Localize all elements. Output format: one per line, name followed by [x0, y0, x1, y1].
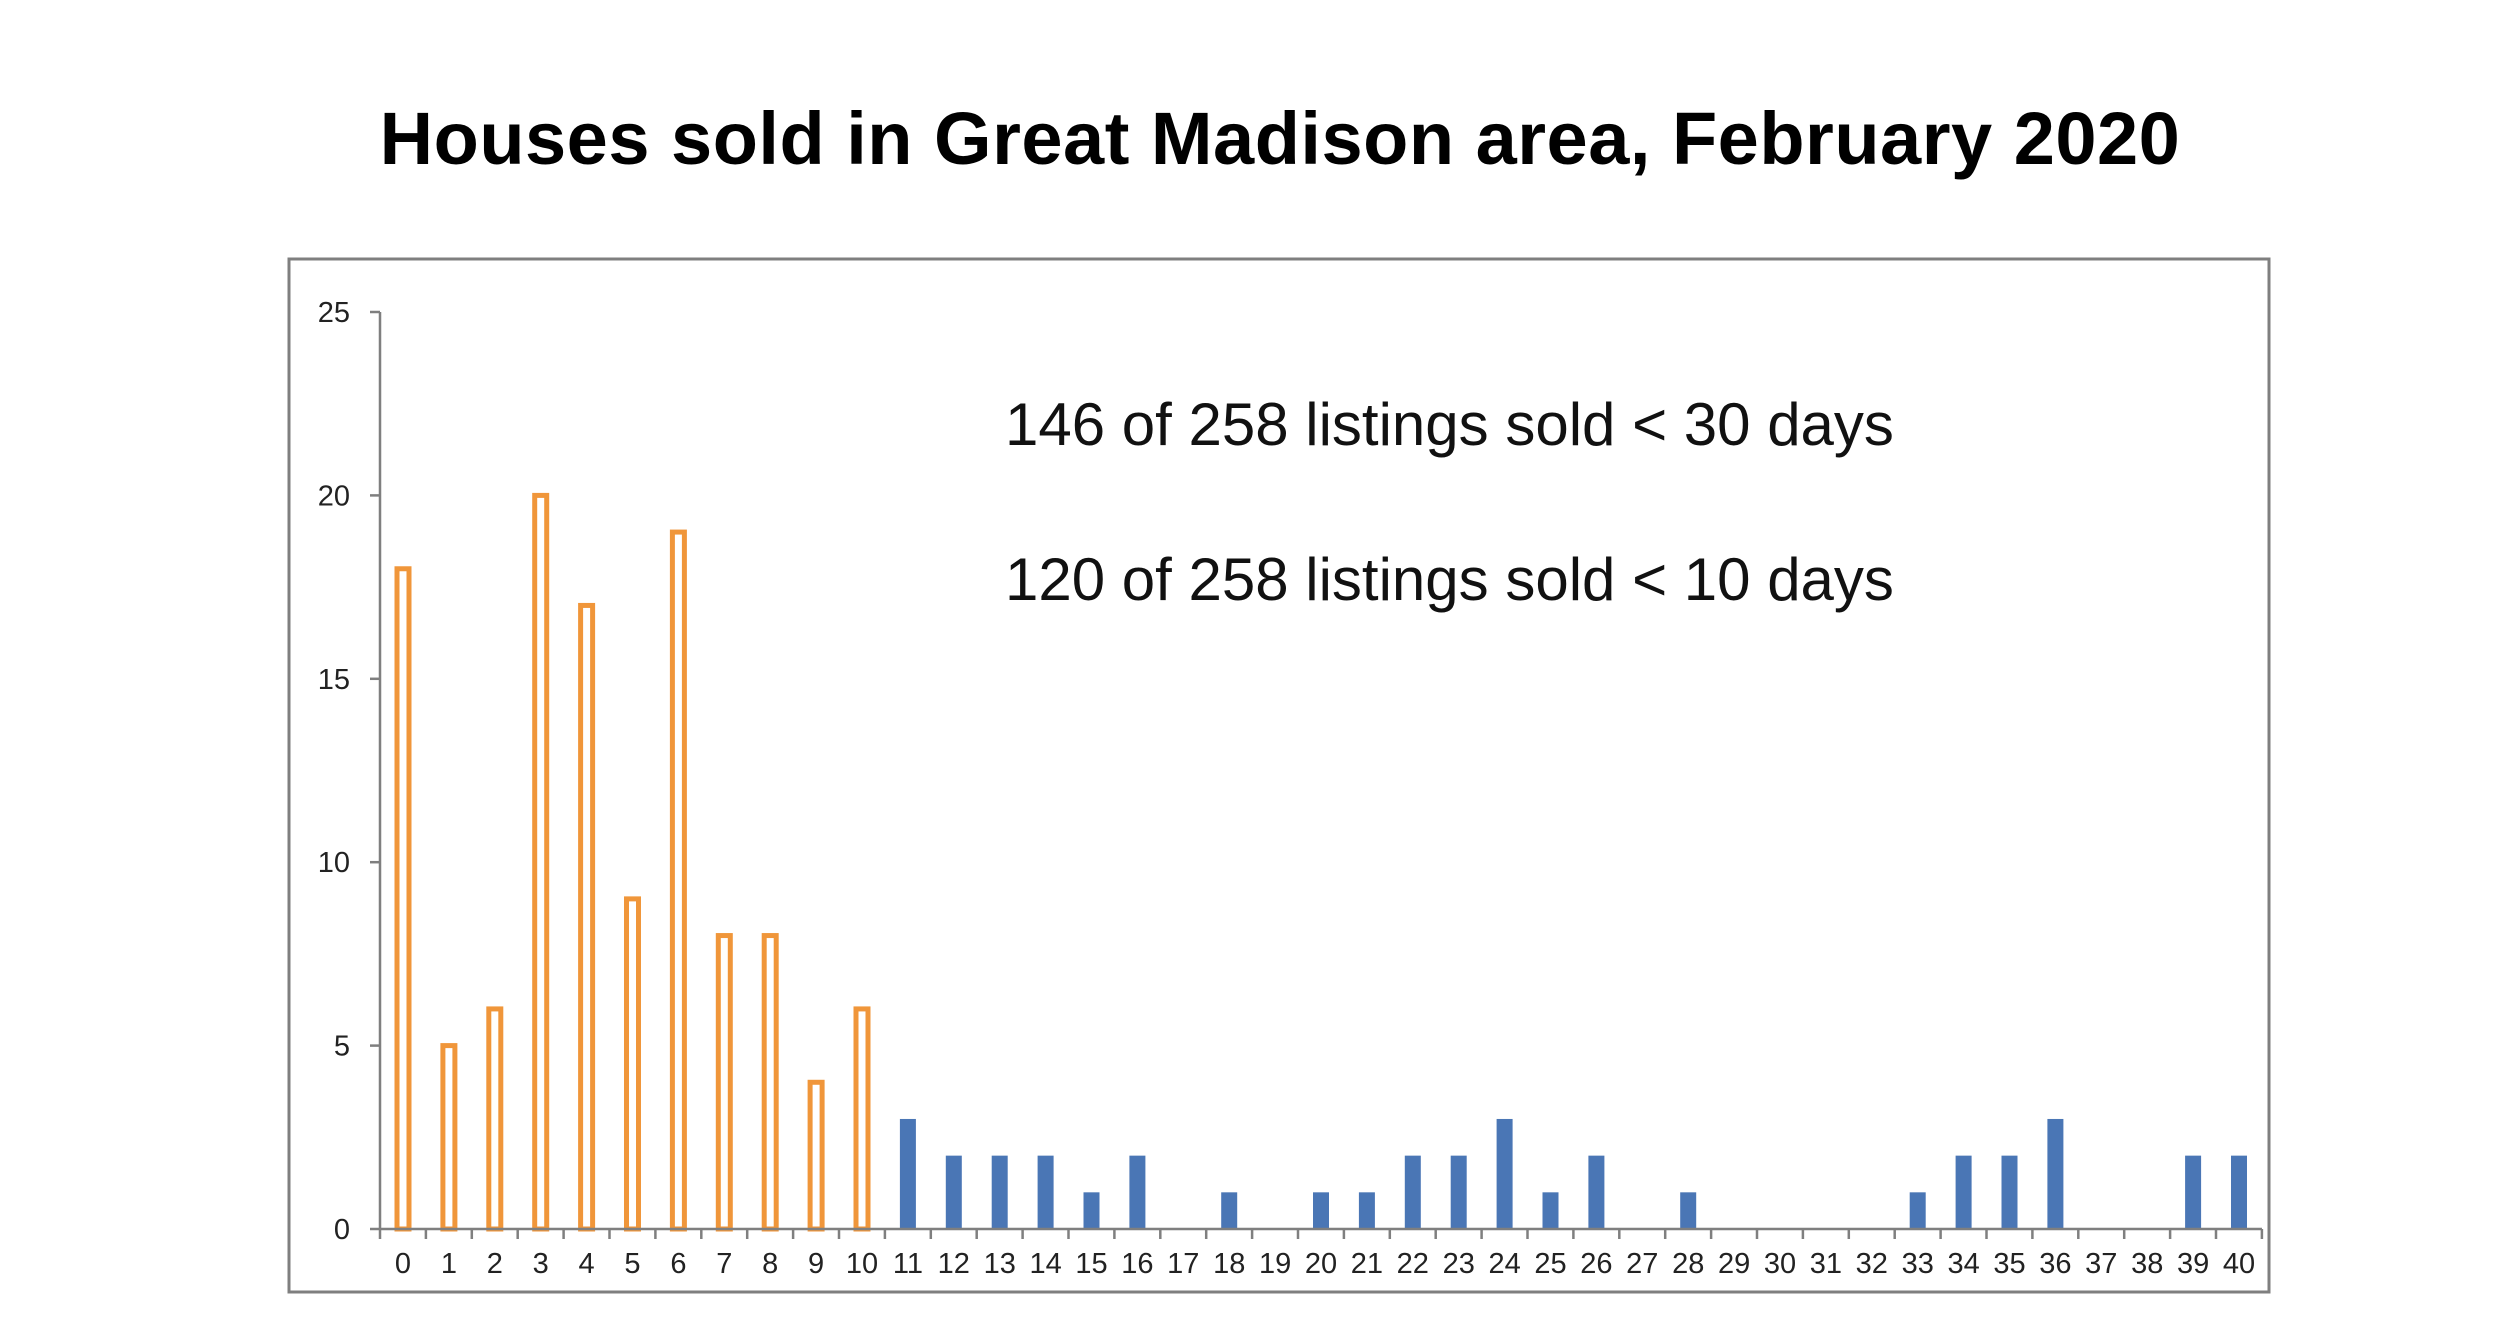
bar-6	[669, 529, 687, 1232]
x-tick-label-24: 24	[1488, 1248, 1520, 1280]
x-tick-label-20: 20	[1305, 1248, 1337, 1280]
bar-10	[853, 1006, 871, 1232]
x-tick-label-39: 39	[2177, 1248, 2209, 1280]
y-tick-label-5: 5	[334, 1031, 350, 1063]
x-tick-label-12: 12	[938, 1248, 970, 1280]
bar-20	[1313, 1192, 1329, 1229]
annotation-under-10-days: 120 of 258 listings sold < 10 days	[1005, 546, 1894, 613]
bar-3	[532, 492, 550, 1232]
x-tick-label-7: 7	[716, 1248, 732, 1280]
x-tick-label-34: 34	[1947, 1248, 1979, 1280]
x-tick-label-40: 40	[2223, 1248, 2255, 1280]
bar-39	[2185, 1155, 2202, 1229]
bar-5	[624, 896, 641, 1232]
x-tick-label-0: 0	[395, 1248, 411, 1280]
x-tick-label-23: 23	[1443, 1248, 1475, 1280]
bar-36	[2047, 1118, 2064, 1229]
bar-23	[1450, 1155, 1467, 1229]
bar-18	[1221, 1192, 1238, 1229]
bar-9	[807, 1079, 825, 1232]
bar-35	[2001, 1155, 2018, 1229]
bar-13	[991, 1155, 1008, 1229]
x-tick-label-19: 19	[1259, 1248, 1291, 1280]
x-tick-label-25: 25	[1534, 1248, 1566, 1280]
x-tick-label-13: 13	[984, 1248, 1016, 1280]
bar-1	[440, 1043, 458, 1232]
bars-group	[394, 492, 2247, 1232]
bar-11	[899, 1118, 916, 1229]
bar-34	[1955, 1155, 1972, 1229]
x-tick-label-37: 37	[2085, 1248, 2117, 1280]
bar-26	[1588, 1155, 1605, 1229]
bar-12	[945, 1155, 962, 1229]
x-tick-label-38: 38	[2131, 1248, 2163, 1280]
x-tick-label-28: 28	[1672, 1248, 1704, 1280]
bar-21	[1358, 1192, 1375, 1229]
x-tick-label-31: 31	[1810, 1248, 1842, 1280]
bar-7	[715, 933, 733, 1232]
y-tick-label-15: 15	[318, 664, 350, 696]
y-tick-label-20: 20	[318, 480, 350, 512]
bar-4	[578, 602, 596, 1232]
x-tick-label-32: 32	[1856, 1248, 1888, 1280]
x-tick-label-8: 8	[762, 1248, 778, 1280]
x-tick-label-26: 26	[1580, 1248, 1612, 1280]
x-tick-label-4: 4	[579, 1248, 595, 1280]
x-tick-label-15: 15	[1075, 1248, 1107, 1280]
y-tick-label-0: 0	[334, 1214, 350, 1246]
x-tick-label-27: 27	[1626, 1248, 1658, 1280]
x-tick-label-22: 22	[1397, 1248, 1429, 1280]
bar-22	[1404, 1155, 1421, 1229]
chart-title: Houses sold in Great Madison area, Febru…	[379, 97, 2181, 180]
bar-8	[761, 933, 779, 1232]
x-tick-label-35: 35	[1993, 1248, 2025, 1280]
bar-15	[1083, 1192, 1100, 1229]
x-tick-label-29: 29	[1718, 1248, 1750, 1280]
x-tick-label-14: 14	[1029, 1248, 1061, 1280]
bar-28	[1680, 1192, 1697, 1229]
y-tick-label-25: 25	[318, 297, 350, 329]
x-tick-label-9: 9	[808, 1248, 824, 1280]
x-tick-label-10: 10	[846, 1248, 878, 1280]
bar-14	[1037, 1155, 1054, 1229]
x-tick-label-16: 16	[1121, 1248, 1153, 1280]
x-tick-label-18: 18	[1213, 1248, 1245, 1280]
bar-24	[1496, 1118, 1513, 1229]
x-tick-label-3: 3	[533, 1248, 549, 1280]
y-tick-label-10: 10	[318, 847, 350, 879]
bar-2	[486, 1006, 504, 1232]
x-tick-label-11: 11	[893, 1248, 923, 1280]
x-tick-label-6: 6	[670, 1248, 686, 1280]
bar-40	[2231, 1155, 2247, 1229]
plot-frame	[287, 257, 2271, 1294]
x-tick-label-33: 33	[1902, 1248, 1934, 1280]
x-tick-label-2: 2	[487, 1248, 503, 1280]
bar-0	[394, 566, 412, 1232]
bar-25	[1542, 1192, 1559, 1229]
x-tick-label-30: 30	[1764, 1248, 1796, 1280]
x-tick-label-21: 21	[1351, 1248, 1383, 1280]
x-tick-label-36: 36	[2039, 1248, 2071, 1280]
bar-16	[1129, 1155, 1146, 1229]
x-tick-label-17: 17	[1167, 1248, 1199, 1280]
annotation-under-30-days: 146 of 258 listings sold < 30 days	[1005, 391, 1894, 458]
x-axis: 0 1 2 3 4 5 6 7 8 9 10 11 12 13 14 15 16 17 18 19 20 21 22 23 24…	[378, 1227, 2264, 1280]
x-tick-label-5: 5	[624, 1248, 640, 1280]
bar-33	[1909, 1192, 1926, 1229]
x-tick-label-1: 1	[441, 1248, 457, 1280]
y-axis: 0 5 10 15 20 25	[318, 297, 382, 1246]
